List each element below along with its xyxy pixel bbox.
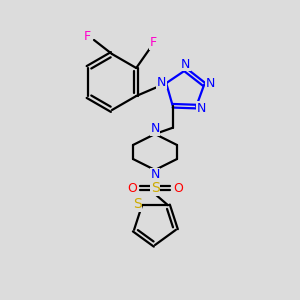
- Text: F: F: [83, 31, 91, 44]
- Text: O: O: [173, 182, 183, 194]
- Text: N: N: [157, 76, 166, 89]
- Text: N: N: [181, 58, 190, 70]
- Text: S: S: [151, 181, 159, 195]
- Text: N: N: [206, 77, 215, 90]
- Text: S: S: [133, 197, 141, 211]
- Text: F: F: [150, 37, 157, 50]
- Text: O: O: [127, 182, 137, 194]
- Text: N: N: [150, 169, 160, 182]
- Text: N: N: [150, 122, 160, 136]
- Text: N: N: [196, 102, 206, 115]
